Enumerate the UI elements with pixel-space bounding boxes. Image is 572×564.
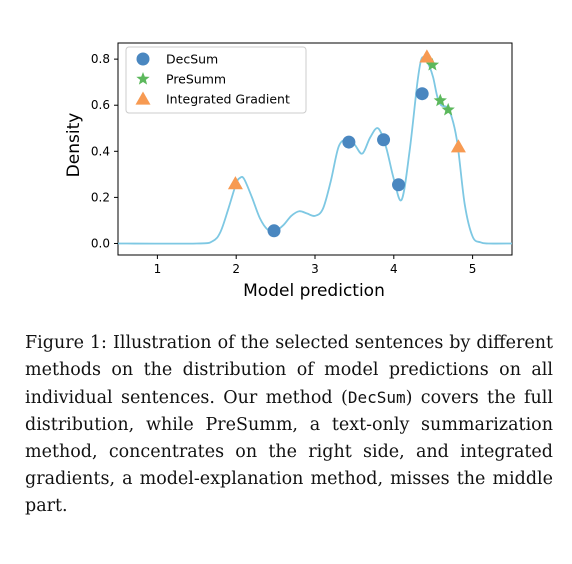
caption-text: ) covers the full distribution, while Pr… [25, 388, 553, 516]
legend-integrated-gradient-label: Integrated Gradient [166, 92, 290, 107]
integrated-gradient-point [450, 139, 466, 153]
y-tick-label: 0.8 [91, 52, 110, 66]
integrated-gradient-point [419, 49, 435, 63]
legend-box [125, 46, 307, 114]
legend-integrated-gradient-marker [135, 91, 151, 105]
y-tick-label: 0.4 [91, 144, 110, 158]
presumm-point [441, 102, 455, 116]
presumm-point [433, 93, 447, 107]
y-axis-label: Density [64, 113, 84, 178]
legend: DecSum PreSumm Integrated Gradient [125, 46, 307, 114]
plot-axes: 1 2 3 4 5 0.0 0.2 0.4 0.6 0.8 [91, 42, 513, 276]
legend-presumm-label: PreSumm [166, 72, 226, 87]
figure-caption: Figure 1: Illustration of the selected s… [25, 330, 553, 520]
legend-presumm-marker [136, 72, 150, 85]
decsum-point [415, 87, 429, 101]
legend-decsum-marker [136, 52, 150, 66]
decsum-point [342, 135, 356, 149]
x-tick-label: 4 [390, 262, 398, 276]
integrated-gradient-point [227, 176, 243, 190]
y-tick-label: 0.2 [91, 190, 110, 204]
decsum-point [392, 178, 406, 192]
y-tick-label: 0.6 [91, 98, 110, 112]
x-tick-label: 3 [311, 262, 319, 276]
x-axis-label: Model prediction [243, 281, 385, 301]
caption-code-text: DecSum [347, 388, 406, 407]
x-tick-label: 5 [469, 262, 477, 276]
presumm-point [425, 57, 440, 71]
decsum-point [377, 133, 391, 147]
marker-layer [227, 49, 466, 238]
decsum-point [267, 224, 281, 238]
legend-decsum-label: DecSum [166, 52, 218, 67]
caption-text: Figure 1: Illustration of the selected s… [25, 333, 553, 408]
y-tick-label: 0.0 [91, 236, 110, 250]
density-chart: 1 2 3 4 5 0.0 0.2 0.4 0.6 0.8 DecSum PreSumm Integr… [64, 42, 513, 301]
x-tick-label: 2 [232, 262, 240, 276]
x-tick-label: 1 [154, 262, 162, 276]
